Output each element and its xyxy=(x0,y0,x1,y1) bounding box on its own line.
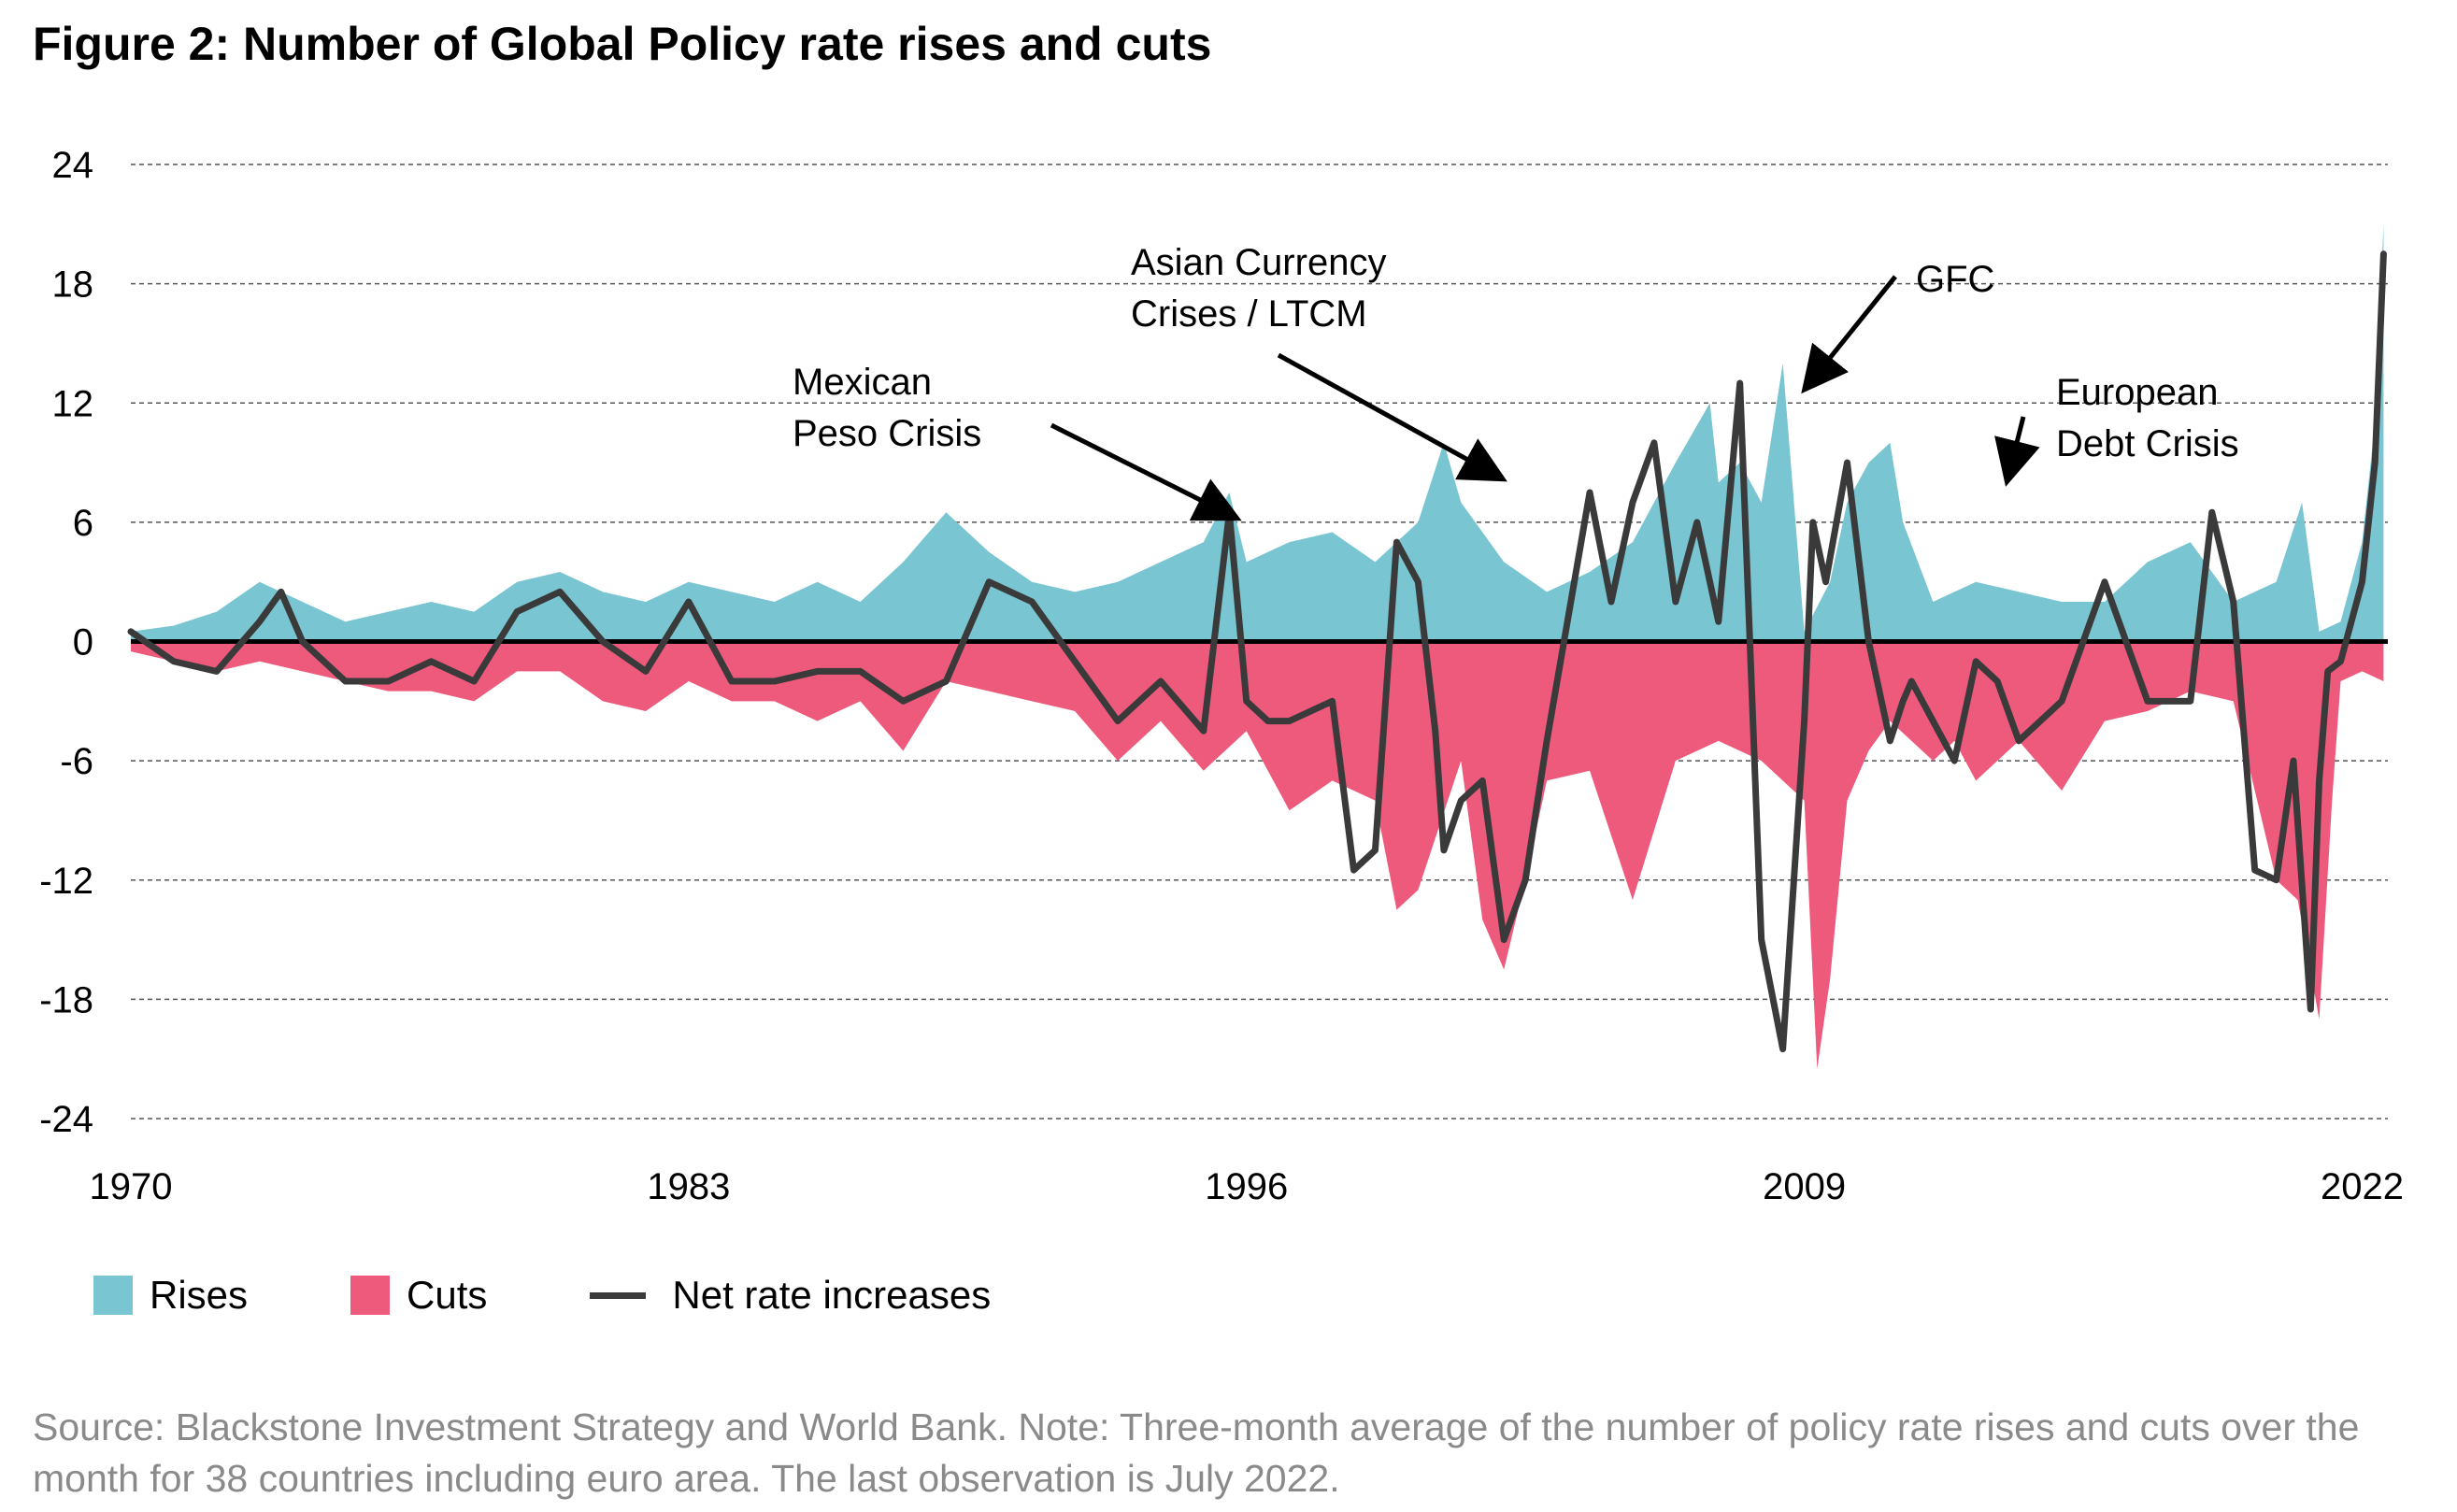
annotation-label: Peso Crisis xyxy=(793,413,981,454)
y-tick-label: 6 xyxy=(73,503,93,544)
annotation-label: Asian Currency xyxy=(1131,242,1386,283)
legend-swatch-rises xyxy=(93,1276,133,1315)
legend-item-cuts: Cuts xyxy=(350,1273,487,1318)
legend-label-net: Net rate increases xyxy=(672,1273,992,1317)
x-axis: 1970 1983 1996 2009 2022 xyxy=(90,1166,2404,1207)
annotation-arrow xyxy=(1994,416,2040,487)
source-note: Source: Blackstone Investment Strategy a… xyxy=(33,1405,2360,1500)
legend-item-net: Net rate increases xyxy=(590,1273,991,1318)
annotation-label: Crises / LTCM xyxy=(1131,293,1367,335)
x-tick-label: 2022 xyxy=(2321,1166,2404,1207)
y-tick-label: -18 xyxy=(39,979,93,1020)
x-tick-label: 1983 xyxy=(647,1166,730,1207)
area-rises xyxy=(131,223,2384,642)
y-tick-label: -24 xyxy=(39,1099,93,1140)
legend: Rises Cuts Net rate increases xyxy=(93,1273,1093,1318)
legend-label-rises: Rises xyxy=(150,1273,249,1317)
chart-title: Figure 2: Number of Global Policy rate r… xyxy=(33,18,1212,70)
annotation-label: Debt Crisis xyxy=(2056,423,2239,464)
y-tick-label: -6 xyxy=(60,741,93,782)
y-tick-label: -12 xyxy=(39,861,93,902)
gridlines xyxy=(131,164,2388,1120)
y-tick-label: 24 xyxy=(52,145,94,186)
annotation-label: European xyxy=(2056,372,2218,413)
net-rate-line xyxy=(127,250,2387,1053)
areas xyxy=(131,223,2388,1069)
y-axis: 24 18 12 6 0 -6 -12 -18 -24 xyxy=(39,145,93,1140)
annotation-label: Mexican xyxy=(793,362,932,403)
legend-swatch-net xyxy=(590,1291,647,1299)
net-line-layer xyxy=(127,250,2387,1053)
annotation-arrow xyxy=(1801,275,1897,394)
y-tick-label: 12 xyxy=(52,383,94,424)
area-cuts xyxy=(131,641,2384,1069)
y-tick-label: 0 xyxy=(73,622,93,663)
chart-plot: 24 18 12 6 0 -6 -12 -18 -24 1970 1983 1996 2009 2022… xyxy=(39,145,2404,1207)
annotations: Mexican Peso Crisis Asian Currency Crises /… xyxy=(793,242,2239,521)
x-tick-label: 1970 xyxy=(90,1166,173,1207)
y-tick-label: 18 xyxy=(52,264,94,306)
annotation-label: GFC xyxy=(1916,259,1994,300)
legend-swatch-cuts xyxy=(350,1276,391,1315)
legend-item-rises: Rises xyxy=(93,1273,248,1318)
x-tick-label: 1996 xyxy=(1205,1166,1288,1207)
legend-label-cuts: Cuts xyxy=(407,1273,488,1317)
annotation-arrow xyxy=(1277,352,1507,482)
x-tick-label: 2009 xyxy=(1763,1166,1846,1207)
annotation-arrow xyxy=(1050,422,1242,521)
